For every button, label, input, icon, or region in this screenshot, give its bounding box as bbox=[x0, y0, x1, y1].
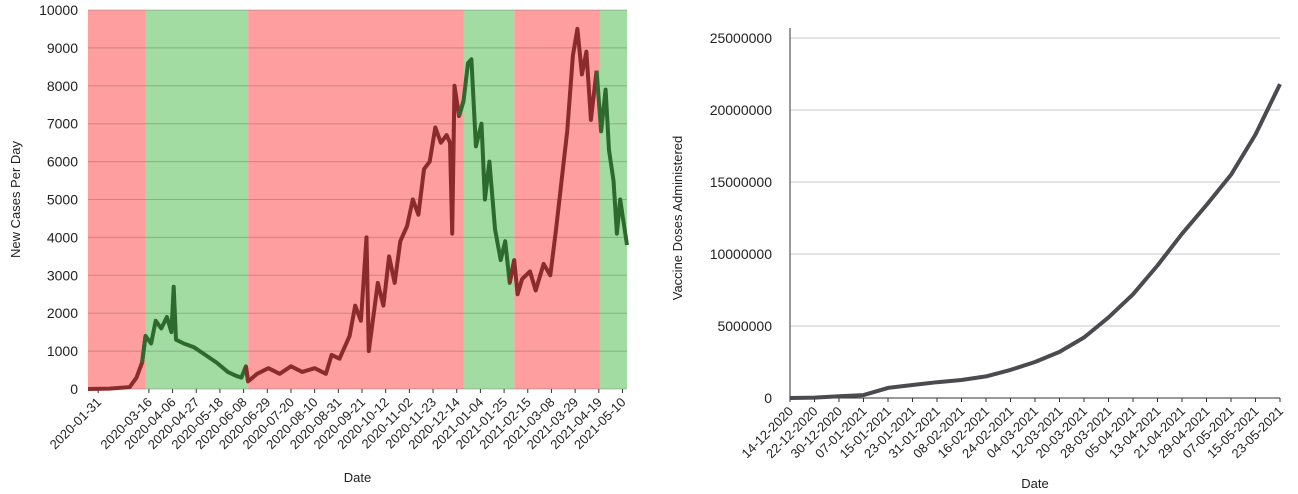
x-axis-label: Date bbox=[1021, 476, 1048, 491]
y-tick-label: 6000 bbox=[47, 154, 78, 170]
background-region bbox=[248, 10, 464, 389]
y-tick-label: 25000000 bbox=[710, 30, 773, 46]
background-region bbox=[514, 10, 600, 389]
data-line bbox=[594, 70, 629, 246]
data-line bbox=[789, 83, 1282, 400]
data-line bbox=[507, 26, 599, 297]
y-tick-label: 8000 bbox=[47, 78, 78, 94]
y-tick-label: 10000000 bbox=[710, 246, 773, 262]
y-tick-label: 15000000 bbox=[710, 174, 773, 190]
y-tick-label: 7000 bbox=[47, 116, 78, 132]
y-tick-label: 0 bbox=[70, 381, 78, 397]
data-line bbox=[140, 284, 251, 382]
data-line bbox=[243, 83, 466, 384]
y-tick-label: 5000 bbox=[47, 192, 78, 208]
y-tick-label: 2000 bbox=[47, 305, 78, 321]
y-axis-label: Vaccine Doses Administered bbox=[670, 136, 685, 301]
y-tick-label: 9000 bbox=[47, 40, 78, 56]
data-line bbox=[457, 57, 517, 285]
x-axis-label: Date bbox=[344, 470, 371, 485]
y-tick-label: 20000000 bbox=[710, 102, 773, 118]
x-tick-label: 2020-01-31 bbox=[47, 395, 105, 453]
y-tick-label: 5000000 bbox=[717, 318, 772, 334]
y-tick-label: 3000 bbox=[47, 267, 78, 283]
y-tick-label: 0 bbox=[764, 390, 772, 406]
y-tick-label: 1000 bbox=[47, 343, 78, 359]
y-tick-label: 4000 bbox=[47, 229, 78, 245]
y-axis-label: New Cases Per Day bbox=[8, 140, 23, 258]
background-region bbox=[88, 10, 146, 389]
y-tick-label: 10000 bbox=[39, 2, 78, 18]
